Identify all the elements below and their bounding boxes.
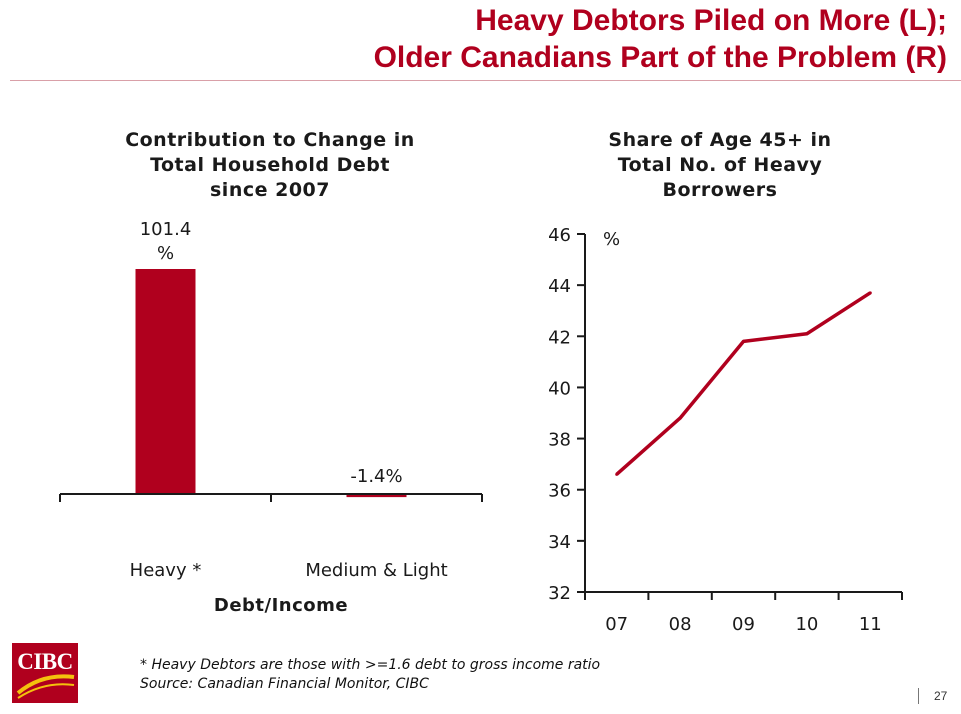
cibc-logo: CIBC <box>12 643 78 703</box>
footnote: * Heavy Debtors are those with >=1.6 deb… <box>140 656 600 694</box>
page-title: Heavy Debtors Piled on More (L); Older C… <box>374 2 947 76</box>
right-chart-title-line-2: Total No. of Heavy <box>617 154 823 176</box>
x-tick-label-0: 07 <box>605 614 628 635</box>
y-tick-label-6: 44 <box>548 276 571 297</box>
data-point-3 <box>805 332 809 336</box>
left-chart-title: Contribution to Change in Total Househol… <box>80 128 460 203</box>
y-tick-label-5: 42 <box>548 327 571 348</box>
data-point-2 <box>742 339 745 343</box>
x-tick-label-1: 08 <box>669 614 692 635</box>
y-unit-label: % <box>603 229 620 250</box>
page-title-line-2: Older Canadians Part of the Problem (R) <box>373 41 947 74</box>
x-tick-label-2: 09 <box>732 614 755 635</box>
y-tick-label-2: 36 <box>548 481 571 502</box>
x-tick-label-3: 10 <box>795 614 818 635</box>
series-line <box>615 291 872 476</box>
right-chart-title: Share of Age 45+ in Total No. of Heavy B… <box>560 128 880 203</box>
left-chart-title-line-3: since 2007 <box>210 179 330 201</box>
y-tick-label-0: 32 <box>548 583 571 604</box>
y-tick-label-3: 38 <box>548 430 571 451</box>
page-number: 27 <box>934 689 948 703</box>
x-category-label-1: Medium & Light <box>305 560 447 581</box>
left-chart-title-line-1: Contribution to Change in <box>125 129 415 151</box>
footnote-definition: * Heavy Debtors are those with >=1.6 deb… <box>140 657 601 673</box>
page-number-divider <box>918 688 919 704</box>
bar-0 <box>135 269 196 494</box>
right-chart-title-line-3: Borrowers <box>662 179 778 201</box>
bar-0-value-label-1: % <box>157 243 174 264</box>
data-point-0 <box>615 472 619 476</box>
left-x-axis-title: Debt/Income <box>214 595 348 616</box>
left-chart-title-line-2: Total Household Debt <box>150 154 390 176</box>
x-tick-label-4: 11 <box>859 614 882 635</box>
right-chart-title-line-1: Share of Age 45+ in <box>608 129 832 151</box>
y-tick-label-7: 46 <box>548 225 571 246</box>
footnote-source: Source: Canadian Financial Monitor, CIBC <box>140 676 429 692</box>
data-point-1 <box>678 416 682 420</box>
bar-1 <box>346 494 407 498</box>
y-tick-label-4: 40 <box>548 378 571 399</box>
page-title-line-1: Heavy Debtors Piled on More (L); <box>475 4 947 37</box>
cibc-logo-swoosh-icon <box>16 674 75 699</box>
data-point-4 <box>868 291 872 295</box>
cibc-logo-text: CIBC <box>17 649 73 674</box>
x-category-label-0: Heavy * <box>130 560 202 581</box>
bar-1-value-label-0: -1.4% <box>350 466 402 487</box>
bar-0-value-label-0: 101.4 <box>140 219 192 240</box>
y-tick-label-1: 34 <box>548 532 571 553</box>
title-divider <box>10 80 961 81</box>
